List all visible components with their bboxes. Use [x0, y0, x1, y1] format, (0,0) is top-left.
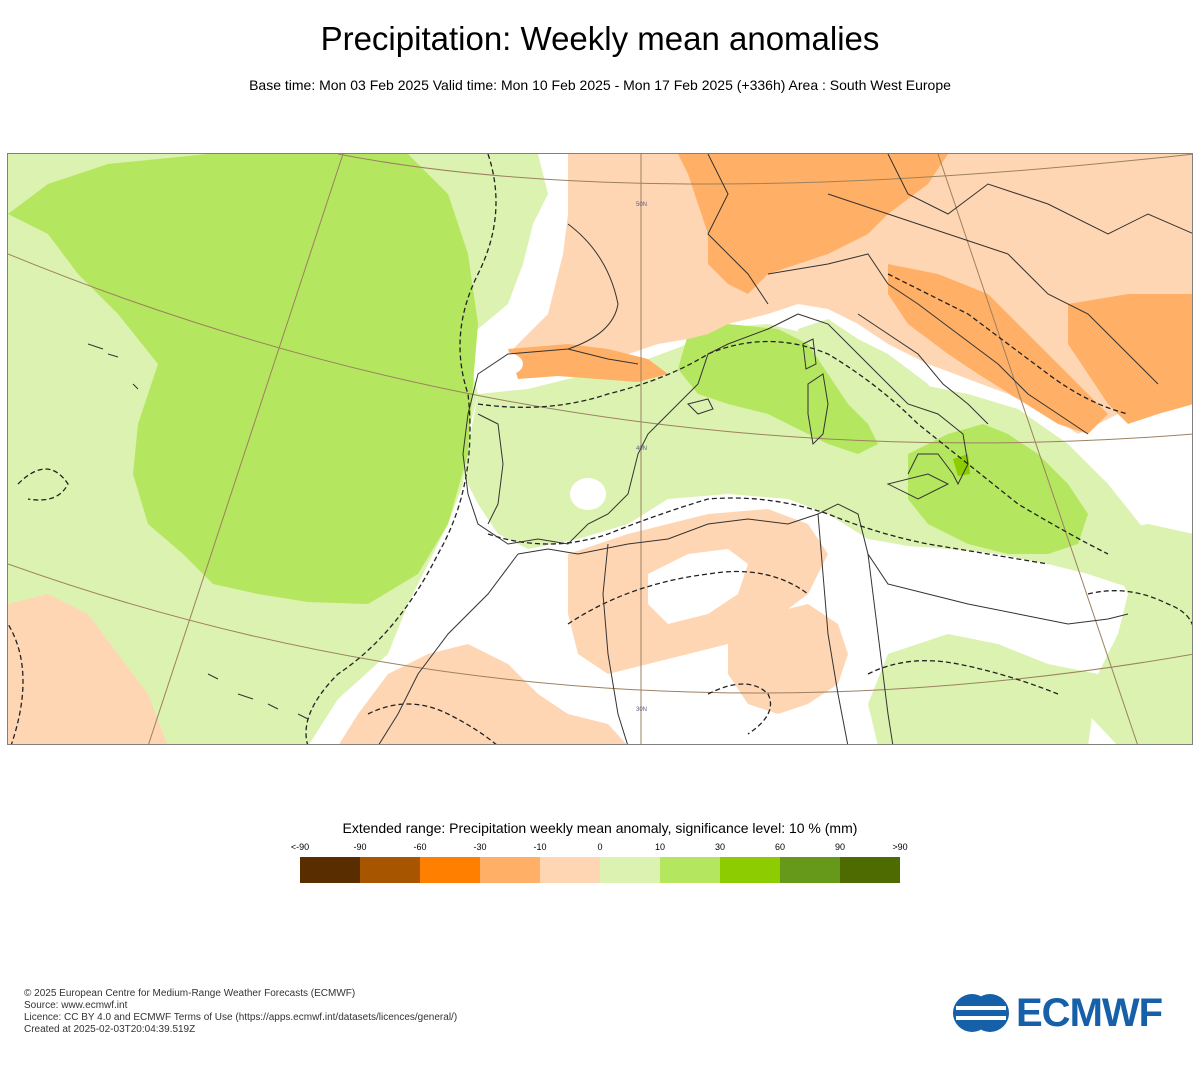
border-libya [867, 553, 894, 744]
significance-contours [8, 154, 1192, 744]
footer-licence: Licence: CC BY 4.0 and ECMWF Terms of Us… [24, 1012, 458, 1023]
legend-swatch [720, 857, 780, 883]
legend-swatch [300, 857, 360, 883]
anomaly-region-green-balearic [678, 324, 878, 454]
coast-atlantic-morocco [378, 553, 519, 744]
ecmwf-logo: ECMWF [952, 990, 1182, 1036]
legend-colorbar [300, 857, 900, 883]
coast-france-spain [462, 223, 799, 545]
footer-copyright: © 2025 European Centre for Medium-Range … [24, 988, 356, 999]
legend-swatch [840, 857, 900, 883]
anomaly-map: 50N 40N 30N [8, 154, 1192, 744]
parallel-50n [337, 154, 1192, 185]
legend-swatch [420, 857, 480, 883]
no-signal-area [483, 352, 523, 376]
legend-tick-label: <-90 [290, 842, 310, 852]
chart-subtitle: Base time: Mon 03 Feb 2025 Valid time: M… [249, 77, 951, 93]
legend-tick-label: 10 [654, 842, 665, 852]
legend-tick-label: 60 [774, 842, 785, 852]
parallel-40n [8, 253, 1192, 444]
no-signal-area [570, 478, 606, 510]
border-portugal-spain [477, 413, 504, 525]
anomaly-region-orange-central-europe [678, 154, 948, 294]
map-graticule [8, 154, 1192, 744]
anomaly-region-light-green-africa [868, 634, 1098, 744]
footer-created: Created at 2025-02-03T20:04:39.519Z [24, 1024, 196, 1035]
legend-tick-label: -60 [413, 842, 427, 852]
parallel-30n [8, 563, 1192, 694]
anomaly-region-green-atlantic [8, 154, 478, 604]
ecmwf-logo-icon [953, 994, 1009, 1032]
coast-italy-east [857, 313, 989, 425]
legend-tick-label: 90 [834, 842, 845, 852]
meridian-east [937, 154, 1138, 744]
anomaly-region-orange-greece [1068, 294, 1192, 424]
legend-swatch [360, 857, 420, 883]
coast-italy [797, 313, 969, 486]
coast-balearic [687, 398, 714, 415]
coast-adriatic-east [887, 283, 1089, 435]
legend-swatch [540, 857, 600, 883]
grid-label-30n: 30N [636, 707, 647, 713]
anomaly-region-green-ionian [908, 424, 1088, 554]
meridian-west [148, 154, 344, 744]
anomaly-region-orange-pyrenees [508, 344, 668, 382]
coastlines [87, 154, 1192, 744]
coast-sardinia [807, 373, 829, 446]
legend-tick-label: 30 [714, 842, 725, 852]
anomaly-region-bright-green-calabria [953, 454, 970, 476]
footer-source: Source: www.ecmwf.int [24, 1000, 128, 1011]
legend-title: Extended range: Precipitation weekly mea… [342, 820, 858, 836]
grid-label-50n: 50N [636, 202, 647, 208]
legend-swatch [660, 857, 720, 883]
anomaly-region-light-green-east [1088, 524, 1192, 744]
legend-tick-label: -90 [353, 842, 367, 852]
legend-tick-label: -30 [473, 842, 487, 852]
legend-tick-label: >90 [892, 842, 908, 852]
border-france-spain [567, 348, 639, 365]
legend-labels: <-90 -90 -60 -30 -10 0 10 30 60 90 >90 [291, 842, 908, 854]
coast-azores [87, 343, 139, 390]
footer-credits: © 2025 European Centre for Medium-Range … [24, 988, 457, 1036]
chart-title: Precipitation: Weekly mean anomalies [320, 20, 880, 57]
legend-swatch [480, 857, 540, 883]
coast-corsica [802, 338, 817, 370]
borders-central-europe [707, 154, 1192, 385]
legend-tick-label: 0 [597, 842, 603, 852]
grid-label-40n: 40N [636, 446, 647, 452]
anomaly-region-light-orange-sahara [339, 644, 627, 744]
no-signal-area [648, 549, 748, 624]
anomaly-region-orange-balkans [888, 264, 1108, 434]
border-morocco-algeria [602, 543, 628, 744]
border-algeria-tunisia [817, 513, 849, 744]
coast-canaries [207, 673, 309, 720]
anomaly-region-light-orange-southwest [8, 594, 168, 744]
legend-swatch [600, 857, 660, 883]
legend-tick-label: -10 [533, 842, 547, 852]
coast-north-africa [517, 503, 1129, 625]
ecmwf-logo-text: ECMWF [1016, 990, 1163, 1035]
coast-sicily [886, 473, 950, 500]
map-panel: 50N 40N 30N [7, 153, 1193, 745]
legend-swatch [780, 857, 840, 883]
